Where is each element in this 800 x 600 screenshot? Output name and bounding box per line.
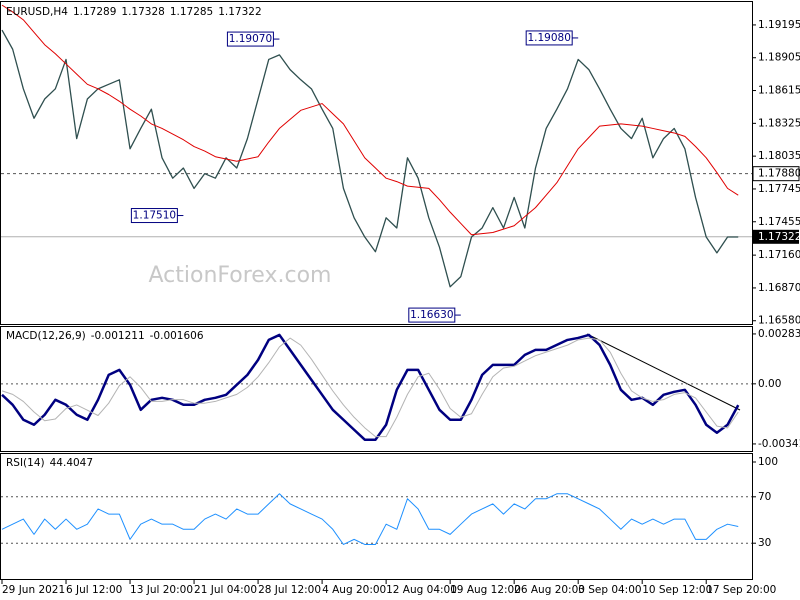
y-tick-label: 1.18035	[758, 150, 800, 162]
annotation-label: 1.19080	[527, 32, 570, 44]
y-tick-label: 1.19195	[758, 19, 800, 31]
series-line	[1, 337, 739, 438]
quote-value: 44.4047	[50, 457, 93, 469]
last-price-label: 1.17322	[758, 231, 800, 243]
quote-value: 1.17322	[218, 6, 261, 18]
x-tick-label: 10 Sep 12:00	[642, 584, 712, 596]
x-tick-label: 3 Sep 04:00	[578, 584, 641, 596]
y-tick-label: -0.003415	[758, 438, 800, 450]
panel-header: MACD(12,26,9) -0.001211 -0.001606	[6, 330, 204, 342]
x-tick-label: 26 Aug 20:00	[514, 584, 585, 596]
x-tick-label: 19 Aug 12:00	[450, 584, 521, 596]
y-tick-label: 1.16580	[758, 315, 800, 327]
series-line	[1, 493, 739, 545]
quote-value: -0.001211	[91, 330, 145, 342]
y-tick-label: 1.18325	[758, 117, 800, 129]
y-tick-label: 1.18905	[758, 52, 800, 64]
y-tick-label: 1.17455	[758, 216, 800, 228]
annotation-box	[408, 307, 456, 323]
quote-value: -0.001606	[150, 330, 204, 342]
x-tick-label: 29 Jun 2021	[2, 584, 65, 596]
y-tick-label: 1.16870	[758, 282, 800, 294]
annotation-label: 1.19070	[229, 33, 272, 45]
rsi-panel	[0, 453, 753, 580]
annotation-label: 1.16630	[410, 309, 453, 321]
x-tick-label: 17 Sep 20:00	[706, 584, 776, 596]
trend-line	[586, 333, 741, 411]
panel-header: RSI(14) 44.4047	[6, 457, 93, 469]
price-panel	[0, 1, 753, 325]
panel-header: EURUSD,H4 1.17289 1.17328 1.17285 1.17322	[6, 6, 262, 18]
y-tick-label: 1.17160	[758, 249, 800, 261]
x-tick-label: 4 Aug 20:00	[322, 584, 386, 596]
x-tick-label: 12 Aug 04:00	[386, 584, 457, 596]
macd-panel	[0, 326, 753, 452]
y-tick-label: 70	[758, 491, 771, 503]
quote-value: 1.17289	[73, 6, 116, 18]
y-tick-label: 0.002836	[758, 328, 800, 340]
panel-title: RSI(14)	[6, 457, 45, 469]
y-tick-label: 1.18615	[758, 85, 800, 97]
series-line	[1, 29, 739, 288]
level-label: 1.17880	[758, 168, 800, 180]
series-line	[1, 333, 740, 441]
panel-title: MACD(12,26,9)	[6, 330, 86, 342]
annotation-label: 1.17510	[133, 210, 176, 222]
y-tick-label: 100	[758, 456, 778, 468]
y-tick-label: 30	[758, 537, 771, 549]
annotation-box	[130, 208, 178, 224]
panel-title: EURUSD,H4	[6, 6, 68, 18]
annotation-box	[226, 31, 274, 47]
y-tick-label: 1.17745	[758, 183, 800, 195]
y-tick-label: 0.00	[758, 378, 781, 390]
series-line	[1, 4, 739, 236]
x-tick-label: 28 Jul 12:00	[258, 584, 321, 596]
quote-value: 1.17285	[170, 6, 213, 18]
level-label-box	[752, 166, 800, 182]
quote-value: 1.17328	[121, 6, 164, 18]
x-tick-label: 13 Jul 20:00	[130, 584, 193, 596]
watermark: ActionForex.com	[149, 263, 332, 288]
annotation-box	[525, 30, 573, 46]
x-tick-label: 21 Jul 04:00	[194, 584, 257, 596]
last-price-box	[753, 229, 799, 244]
x-tick-label: 6 Jul 12:00	[66, 584, 122, 596]
